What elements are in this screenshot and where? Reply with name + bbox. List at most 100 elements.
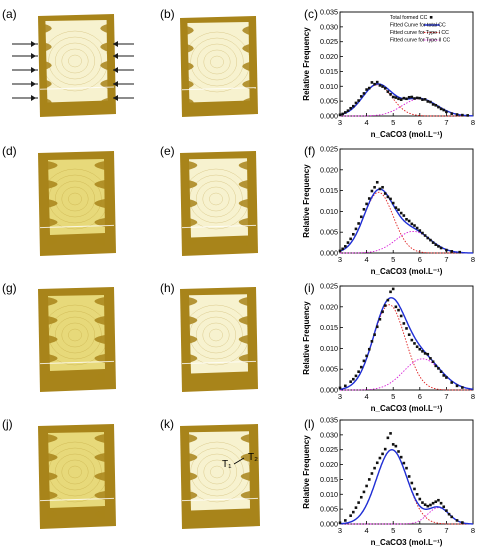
notch-left — [188, 491, 198, 500]
notch-left — [186, 44, 194, 53]
growth-ring — [197, 453, 237, 491]
growth-ring — [210, 465, 224, 479]
arrow-head — [113, 81, 118, 87]
panel-label-j: (j) — [2, 417, 13, 431]
notch-left — [188, 316, 198, 325]
plot-frame — [339, 285, 474, 391]
data-point — [341, 247, 344, 251]
y-tick-label: 0.030 — [320, 430, 338, 439]
data-point — [423, 352, 427, 355]
notch-left — [47, 297, 58, 306]
data-point — [407, 95, 411, 99]
x-tick-label: 5 — [391, 392, 395, 401]
data-point — [410, 338, 414, 342]
notch-right — [238, 373, 248, 382]
x-axis-label: n_CaCO3 (mol.L⁻¹) — [371, 404, 443, 413]
y-axis-label: Relative Frequency — [302, 435, 311, 509]
curve-type2 — [340, 358, 474, 391]
notch-left — [47, 237, 58, 246]
y-tick-label: 0.035 — [320, 416, 338, 425]
data-point — [405, 218, 408, 221]
data-point — [357, 99, 360, 102]
arrow-head — [31, 53, 36, 59]
data-point — [439, 501, 443, 505]
data-point — [445, 248, 448, 252]
data-point — [375, 461, 379, 465]
growth-ring — [61, 186, 89, 212]
data-point — [373, 185, 376, 189]
growth-ring — [55, 316, 95, 354]
data-point — [415, 492, 419, 496]
data-point — [431, 241, 435, 244]
growth-ring — [61, 459, 89, 485]
data-point — [439, 246, 443, 250]
notch-left — [47, 316, 58, 325]
data-point — [439, 107, 443, 111]
growth-ring — [48, 174, 102, 224]
x-tick-label: 8 — [471, 118, 475, 127]
y-tick-label: 0.010 — [320, 82, 338, 91]
y-tick-label: 0.000 — [320, 249, 338, 258]
data-point — [413, 97, 416, 100]
data-point — [378, 187, 382, 191]
data-point — [455, 384, 459, 388]
notch-left — [188, 472, 198, 481]
data-point — [365, 88, 368, 91]
data-point — [394, 305, 398, 309]
data-point — [338, 521, 342, 525]
data-point — [346, 109, 350, 112]
arrow-head — [113, 53, 118, 59]
notch-left — [188, 199, 198, 208]
data-point — [402, 96, 406, 100]
crack-line — [181, 497, 259, 502]
data-point — [431, 501, 435, 505]
growth-ring — [55, 180, 95, 218]
panel-label-a: (a) — [2, 7, 17, 21]
y-tick-label: 0.000 — [320, 386, 338, 395]
notch-left — [186, 26, 194, 35]
growth-ring — [209, 192, 223, 206]
data-point — [389, 197, 392, 201]
data-point — [370, 340, 374, 343]
x-tick-label: 4 — [365, 392, 369, 401]
data-point — [431, 103, 435, 106]
data-point — [426, 352, 430, 356]
data-point — [405, 327, 408, 330]
data-point — [344, 245, 347, 248]
data-point — [383, 447, 387, 451]
panel-label-l: (l) — [304, 417, 315, 431]
crack-line — [181, 87, 257, 91]
data-point — [359, 95, 363, 98]
sample-photo-j — [38, 424, 116, 529]
x-tick-label: 7 — [444, 255, 448, 264]
data-point — [413, 487, 416, 491]
notch-right — [94, 453, 105, 462]
notch-left — [188, 161, 198, 170]
data-point — [434, 104, 438, 107]
data-point — [429, 100, 432, 104]
data-point — [426, 100, 430, 103]
sample-photo-e — [180, 151, 258, 256]
notch-left — [186, 98, 194, 107]
chart-f: 0.000 0.005 0.010 0.015 0.020 0.025 3 4 5 6 7 8 n_Ca… — [302, 145, 475, 276]
data-point — [429, 503, 432, 507]
x-tick-label: 4 — [365, 118, 369, 127]
growth-ring — [189, 310, 243, 360]
notch-right — [100, 79, 108, 89]
notch-right — [242, 62, 250, 71]
data-point — [349, 106, 352, 110]
notch-right — [242, 98, 250, 107]
data-point — [381, 85, 384, 88]
data-point — [445, 509, 448, 512]
notch-right — [100, 24, 108, 33]
notch-right — [238, 161, 248, 170]
notch-right — [240, 434, 250, 443]
data-point — [394, 96, 398, 99]
data-point — [359, 495, 363, 499]
legend-symbol — [429, 16, 433, 19]
sample-interior — [189, 158, 248, 238]
notch-right — [242, 80, 250, 89]
notch-right — [94, 199, 105, 208]
data-point — [413, 224, 416, 227]
notch-left — [188, 218, 198, 227]
